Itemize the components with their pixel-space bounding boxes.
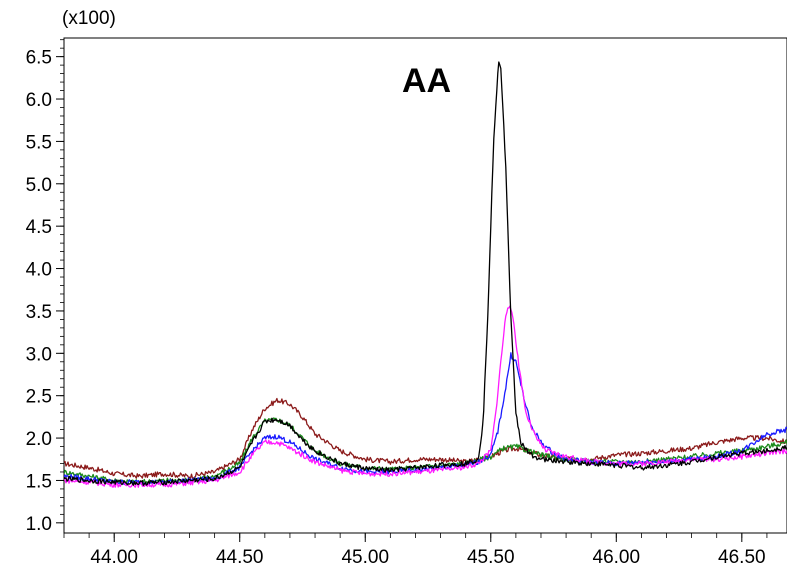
peak-annotation: AA bbox=[402, 62, 451, 100]
series-line-4 bbox=[64, 305, 787, 488]
series-line-5 bbox=[64, 61, 787, 486]
x-tick-label: 44.50 bbox=[216, 547, 264, 568]
y-tick-label: 6.5 bbox=[26, 48, 52, 69]
y-tick-label: 1.5 bbox=[26, 471, 52, 492]
y-tick-label: 3.5 bbox=[26, 302, 52, 323]
y-tick-label: 2.5 bbox=[26, 387, 52, 408]
x-tick-label: 45.50 bbox=[467, 547, 515, 568]
y-tick-label: 5.5 bbox=[26, 132, 52, 153]
y-multiplier-label: (x100) bbox=[62, 8, 116, 29]
y-tick-label: 5.0 bbox=[26, 175, 52, 196]
tick-marks bbox=[56, 39, 768, 542]
tick-labels: 1.0 1.5 2.0 2.5 3.0 3.5 4.0 4.5 5.0 5.5 6.0 6.5 44.0… bbox=[26, 48, 766, 568]
plot-area-frame bbox=[63, 37, 787, 534]
y-tick-label: 2.0 bbox=[26, 429, 52, 450]
series-line-1 bbox=[64, 397, 787, 480]
x-tick-label: 44.00 bbox=[90, 547, 138, 568]
x-tick-label: 45.00 bbox=[341, 547, 389, 568]
series-lines bbox=[64, 61, 787, 488]
y-tick-label: 1.0 bbox=[26, 514, 52, 535]
axes bbox=[63, 37, 787, 534]
x-tick-label: 46.00 bbox=[593, 547, 641, 568]
y-tick-label: 3.0 bbox=[26, 344, 52, 365]
y-tick-label: 4.0 bbox=[26, 260, 52, 281]
y-tick-label: 6.0 bbox=[26, 90, 52, 111]
y-tick-label: 4.5 bbox=[26, 217, 52, 238]
x-tick-label: 46.50 bbox=[718, 547, 766, 568]
